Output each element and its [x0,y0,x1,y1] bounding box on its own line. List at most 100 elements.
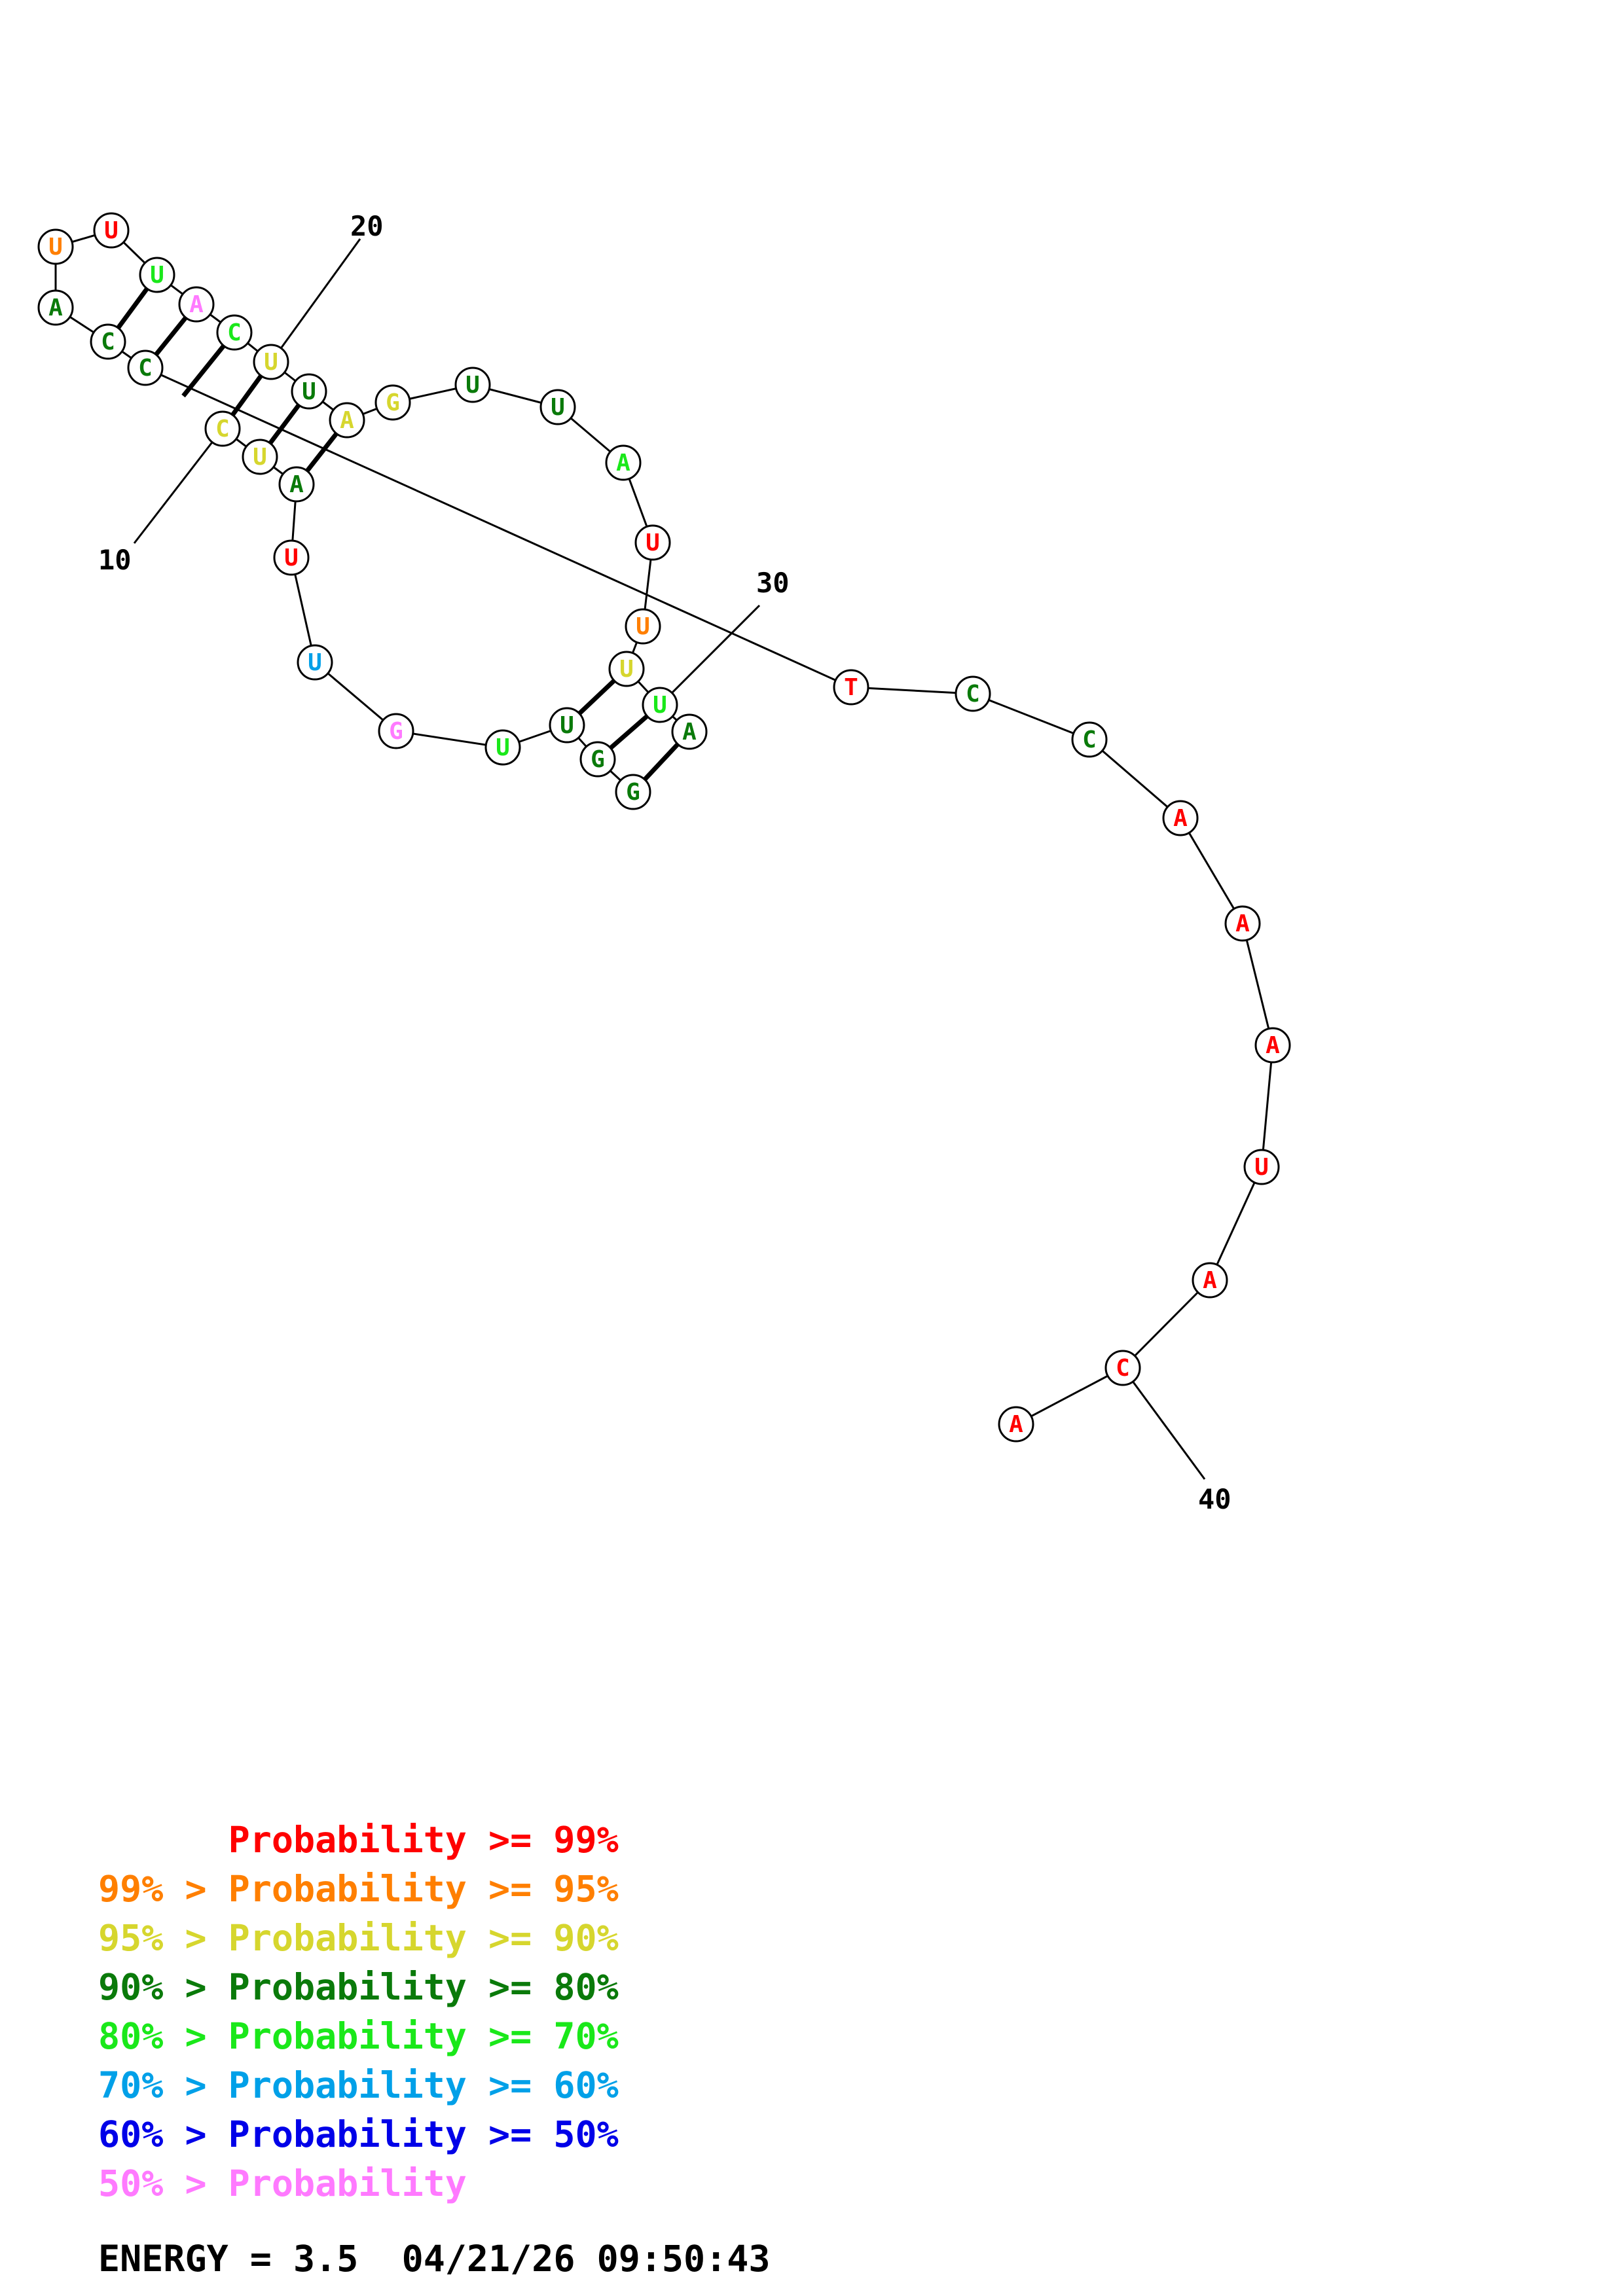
nucleotide: U [484,729,521,766]
backbone-segment [1089,738,1181,819]
nucleotide-circle [127,350,164,386]
index-label: 20 [350,210,384,242]
nucleotide-letter: U [1254,1154,1269,1181]
nucleotide-letter: C [138,355,153,382]
nucleotide: U [291,373,327,410]
index-markers: 10 20 30 40 [98,210,1231,1515]
nucleotide: A [37,289,74,326]
index-label: 10 [98,544,132,576]
nucleotide: A [178,286,215,323]
backbone-segment [1122,1279,1211,1369]
nucleotide: A [998,1406,1034,1443]
nucleotide-letter: U [284,545,299,571]
nucleotide-circle [642,687,678,723]
nucleotide-circle [605,444,642,481]
nucleotide-letter: A [289,471,304,498]
nucleotide-letter: U [253,444,267,471]
nucleotide: C [1104,1350,1141,1386]
nucleotide-letter: A [1235,910,1250,937]
nucleotide-letter: U [465,372,480,399]
nucleotide: C [204,410,241,447]
nucleotide-circle [178,286,215,323]
nucleotide-circle [273,539,310,576]
nucleotide-circle [634,524,671,561]
nucleotide-circle [1104,1350,1141,1386]
nucleotide-letter: U [104,217,119,244]
nucleotide: C [216,314,253,351]
nucleotide-letter: C [227,319,242,346]
nucleotide-circle [625,608,661,645]
nucleotide-letter: A [1203,1267,1217,1294]
nucleotide-letter: C [1082,726,1097,753]
nucleotide-letter: T [844,674,858,701]
nucleotide: C [1071,721,1108,758]
nucleotide-circle [374,384,411,421]
index-tick [270,238,361,363]
nucleotide-letter: U [264,349,278,376]
nucleotide-circle [93,212,130,249]
nucleotide: U [37,228,74,265]
index-tick [133,428,224,544]
nucleotide-letter: G [386,389,400,416]
nucleotide-circle [454,367,491,403]
nucleotide-circle [37,228,74,265]
legend-entry: 95% > Probability >= 90% [98,1917,619,1959]
nucleotide-letter: U [150,262,164,289]
nucleotide-letter: A [682,719,697,745]
nucleotide-letter: G [591,746,605,773]
legend-entry: Probability >= 99% [98,1819,619,1861]
nucleotide-circle [539,389,576,425]
nucleotide-circle [579,741,616,778]
nucleotide-letter: A [1009,1411,1023,1438]
nucleotide: U [549,707,585,744]
nucleotide-letter: U [496,734,510,761]
nucleotide-letter: U [308,649,322,676]
nucleotide-letter: C [1116,1355,1130,1382]
legend-entry: 70% > Probability >= 60% [98,2064,619,2106]
nucleotide-circle [291,373,327,410]
nucleotide-circle [998,1406,1034,1443]
nucleotide-letter: U [302,378,316,405]
nucleotide-circle [549,707,585,744]
nucleotide-circle [216,314,253,351]
nucleotide-letter: C [101,329,115,355]
nucleotide: C [90,323,126,360]
nucleotide-letter: A [340,407,354,434]
nucleotide-letter: U [636,613,650,640]
backbone-segment [850,686,974,695]
backbone-segment [145,367,852,689]
nucleotide: U [139,257,175,293]
nucleotide-circle [1192,1262,1228,1299]
nucleotide-circle [378,713,414,749]
nucleotide-circle [1224,905,1261,942]
nucleotide-circle [242,439,278,475]
legend-entry: 80% > Probability >= 70% [98,2015,619,2057]
nucleotide-letter: U [653,692,667,719]
backbone-segment [1179,817,1244,924]
nucleotide: A [1224,905,1261,942]
nucleotide-letter: A [1173,805,1188,832]
nucleotide-letter: C [966,681,980,708]
nucleotide: C [127,350,164,386]
nucleotide-circle [204,410,241,447]
nucleotide: U [642,687,678,723]
nucleotide-circle [297,644,333,681]
nucleotide: C [955,675,991,712]
nucleotide: T [833,669,869,706]
nucleotide: U [297,644,333,681]
backbone-segment [1209,1166,1263,1281]
nucleotide: U [253,344,289,380]
nucleotide: U [242,439,278,475]
nucleotide-letter: U [48,234,63,260]
energy-line: ENERGY = 3.5 04/21/26 09:50:43 [98,2238,771,2280]
nucleotide: U [1243,1149,1280,1185]
backbone-segment [1241,923,1274,1046]
nucleotide: A [605,444,642,481]
nucleotide: G [378,713,414,749]
legend-entry: 99% > Probability >= 95% [98,1868,619,1910]
nucleotide: U [634,524,671,561]
nucleotide-circle [1243,1149,1280,1185]
legend-entry: 60% > Probability >= 50% [98,2113,619,2155]
nucleotide-circle [833,669,869,706]
